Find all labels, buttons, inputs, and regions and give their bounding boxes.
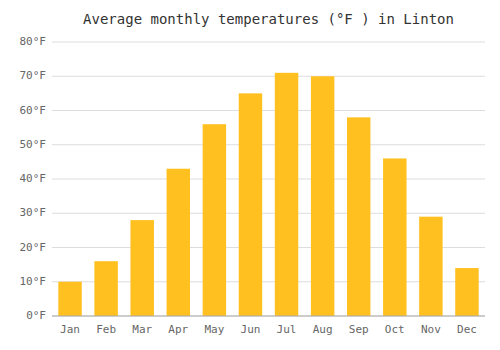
y-tick-label: 70°F: [20, 69, 47, 82]
x-axis-line: [52, 316, 485, 317]
x-tick-label: Nov: [421, 323, 441, 336]
y-tick-labels: 0°F 10°F 20°F 30°F 40°F 50°F 60°F 70°F 80°F: [20, 35, 47, 322]
chart-title: Average monthly temperatures (°F ) in Li…: [83, 11, 454, 27]
bar: [347, 117, 370, 316]
bar: [58, 282, 81, 316]
grid-line: [52, 42, 485, 43]
bar: [455, 268, 478, 316]
y-tick-label: 20°F: [20, 241, 47, 254]
x-tick-label: Feb: [96, 323, 116, 336]
grid-line: [52, 316, 485, 317]
y-tick-label: 30°F: [20, 206, 47, 219]
x-tick-label: Mar: [132, 323, 152, 336]
y-tick-label: 80°F: [20, 35, 47, 48]
bar: [203, 124, 226, 316]
x-tick-label: Sep: [349, 323, 369, 336]
x-tick-label: May: [204, 323, 224, 336]
x-tick-label: Apr: [168, 323, 188, 336]
y-tick-label: 0°F: [26, 309, 46, 322]
grid-line: [52, 144, 485, 145]
y-grid: [52, 42, 485, 316]
bar: [94, 261, 117, 316]
bar: [130, 220, 153, 316]
x-tick-label: Jan: [60, 323, 80, 336]
y-tick-label: 60°F: [20, 104, 47, 117]
x-tick-label: Aug: [313, 323, 333, 336]
bar: [239, 93, 262, 316]
bar: [311, 76, 334, 316]
bar: [419, 217, 442, 316]
bar: [167, 169, 190, 316]
bars: [58, 73, 478, 316]
x-tick-labels: Jan Feb Mar Apr May Jun Jul Aug Sep Oct Nov Dec: [60, 323, 477, 336]
chart: Average monthly temperatures (°F ) in Li…: [0, 0, 500, 350]
grid-line: [52, 179, 485, 180]
x-tick-label: Jul: [277, 323, 297, 336]
grid-line: [52, 76, 485, 77]
grid-line: [52, 213, 485, 214]
x-tick-label: Jun: [241, 323, 261, 336]
y-tick-label: 40°F: [20, 172, 47, 185]
chart-container: Average monthly temperatures (°F ) in Li…: [0, 0, 500, 350]
x-tick-label: Oct: [385, 323, 405, 336]
bar: [383, 158, 406, 316]
grid-line: [52, 110, 485, 111]
y-tick-label: 10°F: [20, 275, 47, 288]
bar: [275, 73, 298, 316]
y-tick-label: 50°F: [20, 138, 47, 151]
x-tick-label: Dec: [457, 323, 477, 336]
